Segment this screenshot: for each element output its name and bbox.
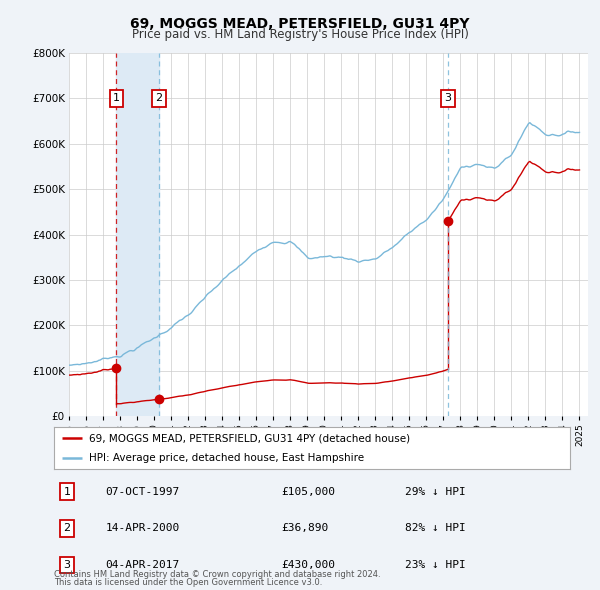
Text: £36,890: £36,890: [281, 523, 328, 533]
Text: HPI: Average price, detached house, East Hampshire: HPI: Average price, detached house, East…: [89, 454, 364, 463]
Text: 69, MOGGS MEAD, PETERSFIELD, GU31 4PY (detached house): 69, MOGGS MEAD, PETERSFIELD, GU31 4PY (d…: [89, 434, 410, 444]
Text: 82% ↓ HPI: 82% ↓ HPI: [405, 523, 466, 533]
Text: Contains HM Land Registry data © Crown copyright and database right 2024.: Contains HM Land Registry data © Crown c…: [54, 570, 380, 579]
Text: 29% ↓ HPI: 29% ↓ HPI: [405, 487, 466, 497]
Text: 2: 2: [64, 523, 70, 533]
Text: Price paid vs. HM Land Registry's House Price Index (HPI): Price paid vs. HM Land Registry's House …: [131, 28, 469, 41]
Text: 69, MOGGS MEAD, PETERSFIELD, GU31 4PY: 69, MOGGS MEAD, PETERSFIELD, GU31 4PY: [130, 17, 470, 31]
Text: 2: 2: [155, 93, 163, 103]
Text: This data is licensed under the Open Government Licence v3.0.: This data is licensed under the Open Gov…: [54, 578, 322, 587]
Text: 14-APR-2000: 14-APR-2000: [106, 523, 180, 533]
Text: 3: 3: [445, 93, 451, 103]
Text: 07-OCT-1997: 07-OCT-1997: [106, 487, 180, 497]
Text: £105,000: £105,000: [281, 487, 335, 497]
Bar: [116, 53, 159, 416]
Text: 23% ↓ HPI: 23% ↓ HPI: [405, 560, 466, 570]
Text: 3: 3: [64, 560, 70, 570]
Text: £430,000: £430,000: [281, 560, 335, 570]
Text: 04-APR-2017: 04-APR-2017: [106, 560, 180, 570]
Text: 1: 1: [113, 93, 119, 103]
Text: 1: 1: [64, 487, 70, 497]
